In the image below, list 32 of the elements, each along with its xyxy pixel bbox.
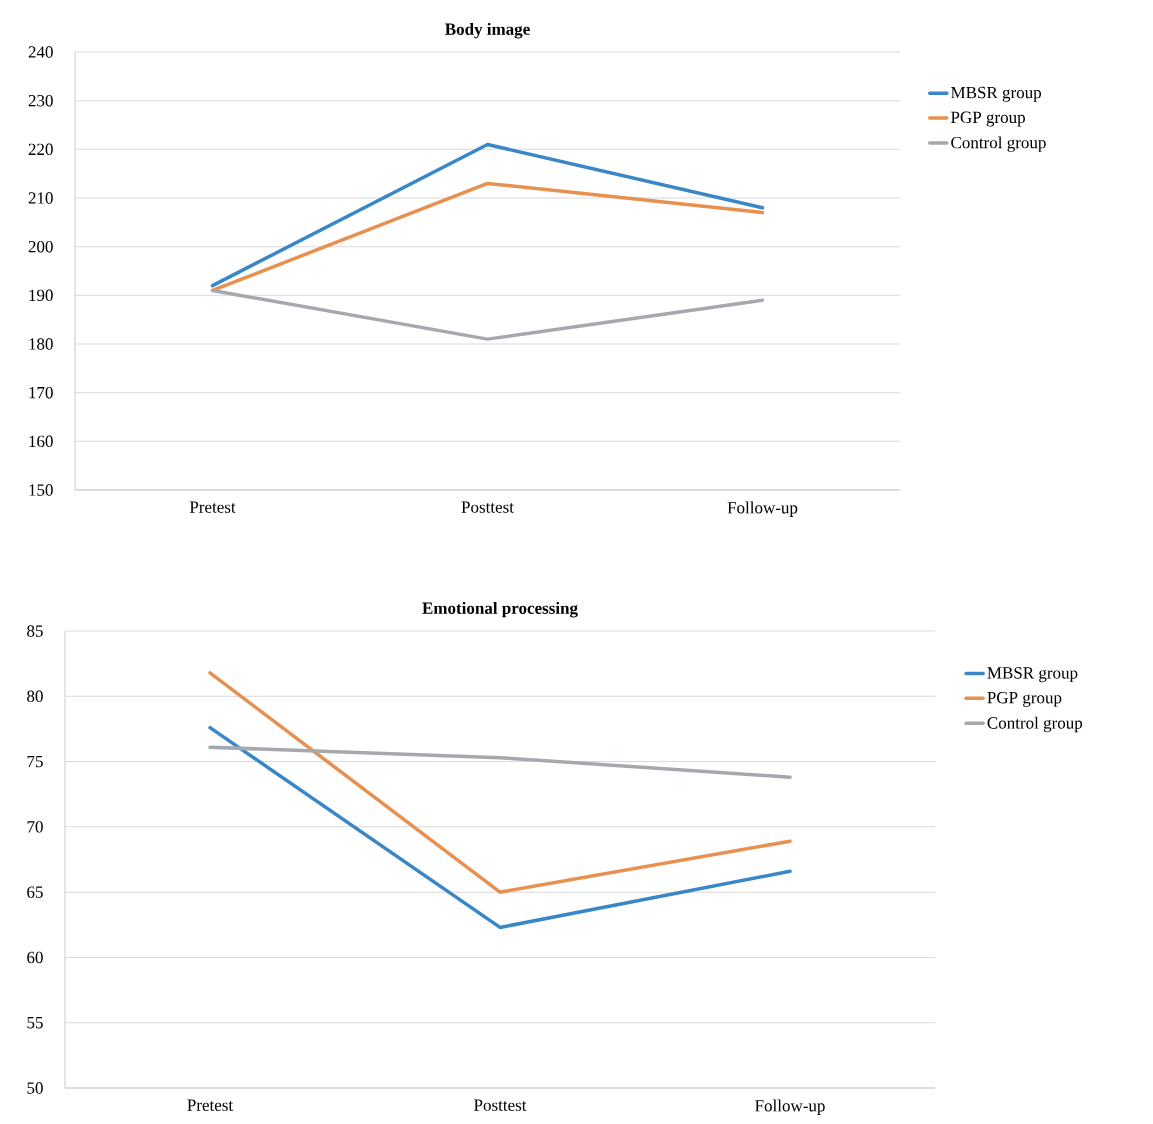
y-tick-label: 190 — [29, 289, 53, 302]
y-tick-label: 50 — [27, 1082, 43, 1094]
y-tick-label: 170 — [29, 386, 53, 399]
x-tick-label: Follow-up — [727, 501, 798, 517]
y-tick-label: 150 — [29, 484, 53, 496]
y-tick-label: 85 — [27, 625, 43, 637]
legend-label: PGP group — [951, 111, 1025, 127]
x-tick-label: Pretest — [189, 501, 236, 513]
legend-label: PGP group — [987, 691, 1062, 707]
y-tick-label: 75 — [27, 755, 43, 768]
legend-label: MBSR group — [987, 667, 1078, 683]
y-tick-label: 70 — [27, 821, 43, 833]
chart-title: Body image — [445, 22, 530, 39]
y-tick-label: 60 — [27, 951, 43, 964]
y-tick-label: 180 — [29, 338, 53, 350]
y-tick-label: 65 — [27, 886, 43, 898]
y-tick-label: 220 — [28, 143, 53, 156]
y-tick-label: 80 — [27, 690, 43, 703]
x-tick-label: Follow-up — [755, 1099, 825, 1115]
y-tick-label: 230 — [28, 94, 53, 107]
legend-label: MBSR group — [951, 86, 1042, 102]
legend-label: Control group — [987, 716, 1083, 733]
x-tick-label: Pretest — [187, 1099, 234, 1111]
x-tick-label: Posttest — [461, 501, 514, 513]
y-tick-label: 240 — [28, 46, 53, 58]
chart-title: Emotional processing — [422, 601, 578, 618]
y-tick-label: 55 — [27, 1017, 43, 1029]
y-tick-label: 200 — [28, 240, 53, 253]
legend-label: Control group — [951, 136, 1046, 152]
y-tick-label: 210 — [28, 192, 53, 204]
x-tick-label: Posttest — [474, 1099, 527, 1111]
y-tick-label: 160 — [29, 435, 53, 448]
